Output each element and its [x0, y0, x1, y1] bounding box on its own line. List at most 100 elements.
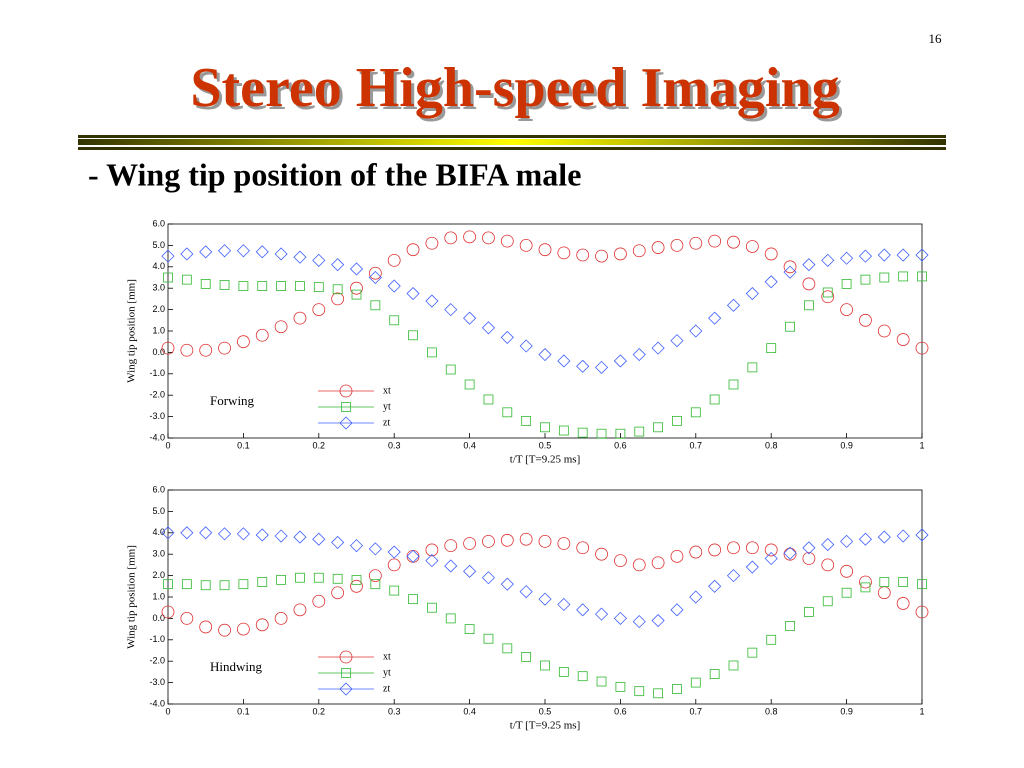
marker [181, 579, 192, 590]
marker [295, 572, 305, 583]
marker [651, 341, 665, 355]
x-tick-label: 0.4 [463, 706, 476, 716]
marker [483, 633, 494, 644]
marker [557, 537, 571, 550]
marker [840, 303, 853, 317]
x-tick-label: 0.1 [237, 440, 250, 450]
marker [915, 341, 929, 355]
marker [481, 321, 496, 335]
marker [276, 574, 287, 585]
marker [274, 247, 288, 261]
marker [163, 579, 173, 590]
marker [218, 341, 231, 355]
marker [389, 315, 400, 326]
marker [312, 532, 326, 546]
marker [728, 379, 739, 390]
marker [747, 362, 758, 373]
marker [802, 552, 816, 565]
marker [557, 246, 571, 260]
x-tick-label: 0.2 [313, 440, 326, 450]
marker [502, 643, 513, 654]
marker [615, 428, 626, 439]
marker [425, 554, 439, 568]
marker [255, 245, 269, 259]
marker [896, 597, 910, 610]
marker [653, 688, 663, 699]
marker [783, 547, 797, 561]
marker [293, 311, 307, 325]
marker [651, 241, 665, 254]
y-tick-label: 2.0 [152, 304, 165, 314]
y-tick-label: 2.0 [152, 570, 165, 580]
marker [915, 528, 929, 542]
marker [764, 543, 778, 557]
marker [879, 577, 890, 587]
marker [293, 530, 307, 544]
x-axis-label: t/T [T=9.25 ms] [510, 720, 580, 732]
marker [161, 605, 175, 619]
marker [745, 560, 759, 574]
marker [804, 607, 814, 617]
marker [500, 533, 514, 547]
marker [558, 667, 569, 677]
marker [576, 603, 590, 617]
y-tick-label: 0.0 [152, 613, 165, 623]
marker [689, 545, 703, 559]
marker [236, 527, 250, 541]
marker [632, 244, 646, 258]
marker [199, 526, 213, 540]
marker [444, 559, 458, 573]
marker [822, 596, 833, 607]
marker [293, 603, 307, 617]
marker [351, 574, 362, 585]
marker [238, 579, 249, 590]
x-tick-label: 0.9 [840, 440, 853, 450]
x-tick-label: 0.1 [237, 706, 250, 716]
marker [331, 292, 345, 306]
legend-label: zt [383, 683, 390, 694]
legend-label: zt [383, 417, 390, 428]
marker [180, 343, 194, 357]
marker [406, 549, 420, 563]
marker [180, 526, 194, 540]
marker [218, 623, 231, 637]
marker [594, 360, 609, 374]
marker [425, 236, 439, 250]
y-axis-label: Wing tip position [mm] [126, 279, 138, 383]
marker [764, 247, 778, 261]
marker [709, 669, 720, 679]
marker [634, 426, 645, 437]
x-tick-label: 0.3 [388, 706, 401, 716]
marker [670, 549, 684, 563]
marker [709, 394, 720, 405]
marker [274, 320, 288, 334]
marker [689, 324, 703, 338]
marker [917, 579, 927, 590]
marker [651, 613, 665, 628]
marker [860, 582, 871, 593]
x-tick-label: 0.4 [463, 440, 476, 450]
marker [877, 530, 891, 544]
x-tick-label: 1 [919, 706, 924, 716]
marker [464, 624, 475, 634]
marker [672, 684, 682, 694]
marker [540, 660, 550, 671]
x-tick-label: 0 [165, 706, 170, 716]
x-tick-label: 1 [919, 440, 924, 450]
x-tick-label: 0.5 [539, 706, 552, 716]
marker [766, 634, 777, 645]
marker [350, 579, 363, 593]
marker [594, 607, 609, 621]
marker [368, 542, 382, 556]
marker [387, 558, 401, 572]
marker [180, 247, 194, 261]
y-tick-label: -4.0 [149, 698, 165, 708]
marker [689, 590, 703, 604]
marker [408, 594, 418, 605]
marker [406, 286, 420, 301]
marker [219, 580, 230, 591]
marker [613, 354, 627, 368]
marker [312, 303, 326, 317]
marker [200, 279, 211, 289]
marker [821, 290, 835, 304]
